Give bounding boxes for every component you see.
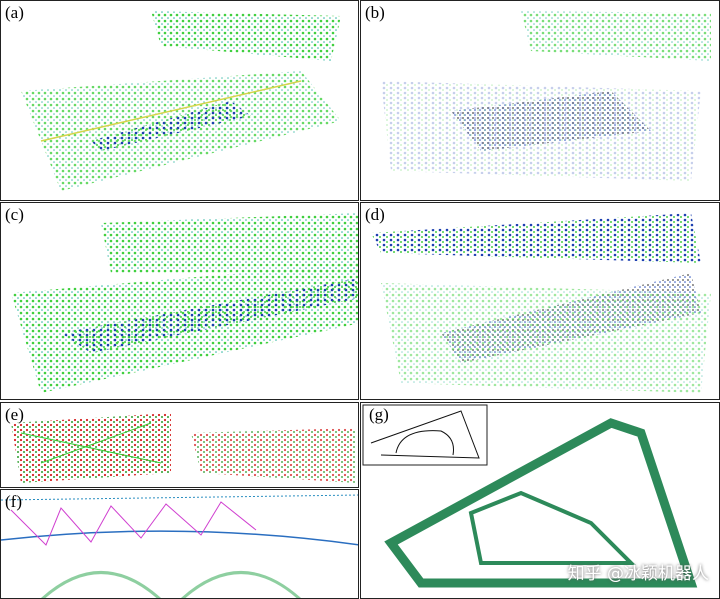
point-cloud (11, 213, 358, 393)
watermark: 知乎 @冰颖机器人 (567, 564, 709, 584)
panel-label: (b) (365, 3, 385, 22)
panel-label: (d) (365, 205, 385, 224)
panel: (a) (0, 0, 359, 201)
point-cloud (362, 404, 698, 588)
point-cloud (21, 11, 341, 191)
point-cloud (371, 213, 711, 393)
panel: (f) (0, 489, 359, 599)
panel: (e) (0, 402, 359, 488)
panel-label: (g) (369, 405, 389, 424)
panel-label: (a) (5, 3, 24, 22)
point-cloud (11, 413, 356, 483)
panel: (b) (360, 0, 720, 201)
point-cloud (381, 11, 711, 181)
panel: (g) 知乎 @冰颖机器人 (360, 402, 720, 599)
panel: (d) (360, 202, 720, 400)
point-cloud (1, 494, 358, 598)
panel-label: (e) (5, 405, 24, 424)
panel-label: (c) (5, 205, 24, 224)
panel-label: (f) (5, 492, 22, 511)
panel: (c) (0, 202, 359, 400)
